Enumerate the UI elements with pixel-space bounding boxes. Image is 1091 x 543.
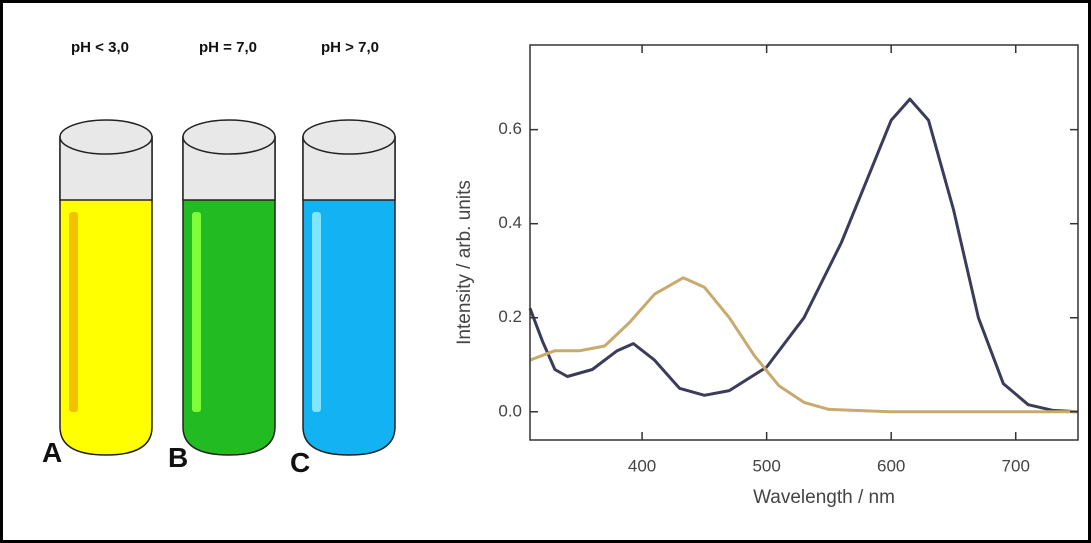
tube-letter: B bbox=[168, 442, 188, 473]
tube-liquid bbox=[59, 136, 153, 456]
plot-frame bbox=[529, 44, 1079, 441]
tube-rim bbox=[59, 119, 153, 155]
tube-liquid bbox=[302, 136, 396, 456]
x-axis-label: Wavelength / nm bbox=[753, 487, 895, 508]
x-tick-label: 400 bbox=[628, 456, 656, 475]
y-tick-label: 0.0 bbox=[498, 401, 522, 420]
y-tick-label: 0.6 bbox=[498, 119, 522, 138]
y-tick-label: 0.4 bbox=[498, 213, 522, 232]
x-tick-label: 600 bbox=[877, 456, 905, 475]
tube-letter: C bbox=[290, 447, 310, 478]
ph-label: pH > 7,0 bbox=[321, 39, 379, 56]
chart: 400 500 600 700 0.0 0.2 0.4 0.6 Wavelength / nm I… bbox=[454, 44, 1079, 508]
tube-letter: A bbox=[42, 437, 62, 468]
ph-label: pH < 3,0 bbox=[71, 39, 129, 56]
ph-label: pH = 7,0 bbox=[199, 39, 257, 56]
x-tick-label: 700 bbox=[1002, 456, 1030, 475]
line-series bbox=[529, 276, 1078, 414]
tube-highlight bbox=[192, 212, 201, 412]
tube-rim bbox=[182, 119, 276, 155]
tube-highlight bbox=[69, 212, 78, 412]
line-series bbox=[528, 97, 1079, 414]
x-tick-label: 500 bbox=[752, 456, 780, 475]
tube-highlight bbox=[312, 212, 321, 412]
y-tick-label: 0.2 bbox=[498, 307, 522, 326]
tube-rim bbox=[302, 119, 396, 155]
y-axis-label: Intensity / arb. units bbox=[454, 180, 475, 345]
test-tubes: pH < 3,0 ApH = 7,0 BpH > 7,0 C bbox=[42, 39, 396, 478]
tube-liquid bbox=[182, 136, 276, 456]
